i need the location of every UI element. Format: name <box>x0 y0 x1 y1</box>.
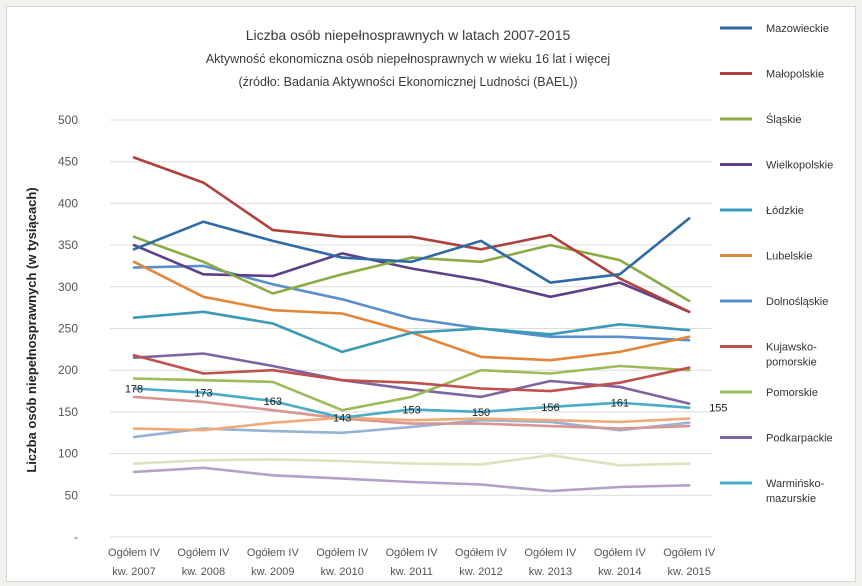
legend-label: Śląskie <box>766 113 801 126</box>
y-tick-label: 150 <box>58 405 78 419</box>
x-tick-label: kw. 2010 <box>320 566 363 578</box>
x-tick-label: kw. 2012 <box>459 566 502 578</box>
y-tick-label: 400 <box>58 196 78 210</box>
x-tick-label: kw. 2013 <box>529 566 572 578</box>
series-line <box>132 395 691 430</box>
data-label: 150 <box>472 407 490 419</box>
x-tick-label: kw. 2015 <box>667 566 710 578</box>
x-tick-label: Ogółem IV <box>594 547 647 559</box>
series-line-ma-opolskie <box>132 156 691 314</box>
x-tick-label: Ogółem IV <box>108 547 161 559</box>
series-line-wielkopolskie <box>132 243 691 314</box>
legend-label: Wielkopolskie <box>766 160 833 172</box>
x-tick-label: Ogółem IV <box>455 547 508 559</box>
legend-label: pomorskie <box>766 357 817 369</box>
series-line <box>132 466 691 493</box>
legend-label: Kujawsko- <box>766 342 817 354</box>
y-tick-label: 50 <box>65 488 79 502</box>
y-tick-label: - <box>74 530 78 544</box>
y-tick-label: 250 <box>58 322 78 336</box>
data-label: 155 <box>709 403 727 415</box>
data-label: 153 <box>402 404 420 416</box>
series-line--dzkie <box>132 310 691 354</box>
legend-label: Łódzkie <box>766 205 804 217</box>
series-line-pomorskie <box>132 364 691 412</box>
x-tick-label: Ogółem IV <box>386 547 439 559</box>
data-label: 143 <box>333 413 351 425</box>
x-tick-label: Ogółem IV <box>316 547 369 559</box>
legend-label: Pomorskie <box>766 387 818 399</box>
x-tick-label: kw. 2009 <box>251 566 294 578</box>
y-tick-label: 450 <box>58 155 78 169</box>
legend-label: Lubelskie <box>766 251 812 263</box>
chart-subtitle: Aktywność ekonomiczna osób niepełnospraw… <box>206 52 610 66</box>
y-tick-label: 200 <box>58 363 78 377</box>
y-tick-label: 100 <box>58 447 78 461</box>
y-tick-label: 350 <box>58 238 78 252</box>
x-tick-label: Ogółem IV <box>177 547 230 559</box>
data-label: 173 <box>194 388 212 400</box>
y-tick-label: 300 <box>58 280 78 294</box>
chart-frame <box>6 6 856 582</box>
series-line-warmi-sko-mazurskie <box>132 387 691 420</box>
series-line-mazowieckie <box>132 217 691 284</box>
data-label: 156 <box>541 402 559 414</box>
legend-label: Dolnośląskie <box>766 296 828 308</box>
chart-title: Liczba osób niepełnosprawnych w latach 2… <box>246 27 571 43</box>
legend-label: Warmińsko- <box>766 478 825 490</box>
series-line-kujawsko-pomorskie <box>132 353 691 393</box>
y-tick-label: 500 <box>58 113 78 127</box>
chart-source: (źródło: Badania Aktywności Ekonomicznej… <box>238 75 577 89</box>
x-tick-label: Ogółem IV <box>524 547 577 559</box>
x-tick-label: kw. 2007 <box>112 566 155 578</box>
x-tick-label: kw. 2011 <box>390 566 433 578</box>
x-tick-label: Ogółem IV <box>247 547 300 559</box>
legend-label: Małopolskie <box>766 69 824 81</box>
series-line--l-skie <box>132 235 691 303</box>
legend-label: Mazowieckie <box>766 23 829 35</box>
x-tick-label: kw. 2014 <box>598 566 641 578</box>
data-label: 161 <box>611 398 629 410</box>
x-tick-label: Ogółem IV <box>663 547 716 559</box>
data-label: 163 <box>264 396 282 408</box>
data-label: 178 <box>125 384 143 396</box>
series-line <box>132 416 691 432</box>
series-line <box>132 453 691 467</box>
y-axis-label: Liczba osób niepełnosprawnych (w tysiąca… <box>24 187 39 472</box>
legend-label: Podkarpackie <box>766 433 833 445</box>
legend-label: mazurskie <box>766 493 816 505</box>
x-tick-label: kw. 2008 <box>182 566 225 578</box>
